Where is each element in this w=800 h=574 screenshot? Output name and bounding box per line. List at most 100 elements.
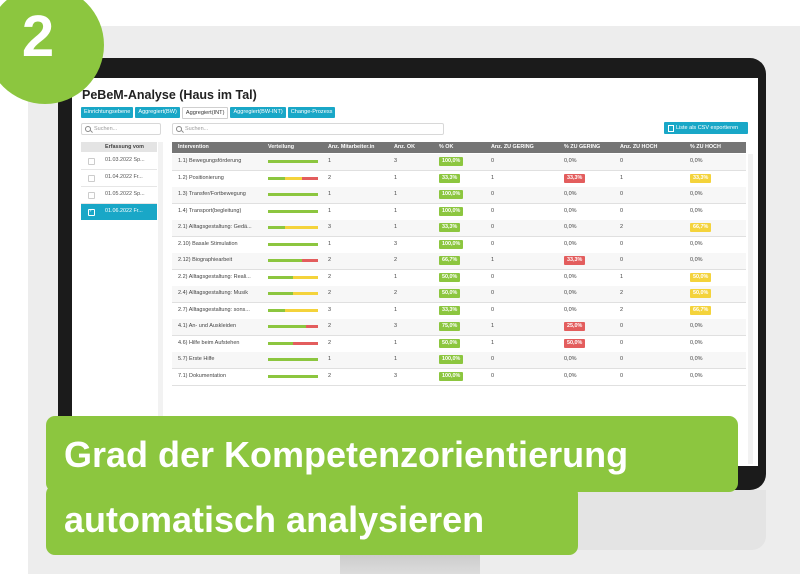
table-row[interactable]: 2.1) Alltagsgestaltung: Gedä... 3 1 33,3% 0 0… — [172, 220, 746, 237]
th-pct-ok[interactable]: % OK — [439, 144, 454, 150]
th-anz-gering[interactable]: Anz. ZU GERING — [491, 144, 534, 150]
tab-aggregiert-bw-int[interactable]: Aggregiert(BW-INT) — [230, 107, 286, 118]
search-icon — [85, 126, 91, 132]
tab-einrichtungsebene[interactable]: Einrichtungsebene — [81, 107, 134, 118]
table-row[interactable]: 7.1) Dokumentation 2 3 100,0% 0 0,0% 0 0,0% — [172, 368, 746, 386]
cell-pct-gering: 0,0% — [564, 224, 577, 230]
left-search-placeholder: Suchen... — [94, 126, 118, 132]
table-row[interactable]: 2.4) Alltagsgestaltung: Musik 2 2 50,0% 0 0,0… — [172, 286, 746, 303]
distribution-segment-ok — [268, 209, 318, 213]
list-item[interactable]: 01.04.2022 Fr... — [81, 170, 157, 187]
distribution-segment-hoch — [293, 275, 318, 279]
th-mitarbeiter[interactable]: Anz. Mitarbeiter.in — [328, 144, 375, 150]
left-panel-header: Erfassung vom — [81, 142, 157, 152]
list-item[interactable]: 01.05.2022 Sp... — [81, 187, 157, 204]
cell-anz-ok: 1 — [394, 273, 398, 280]
cell-pct-hoch: 0,0% — [690, 323, 703, 329]
distribution-bar — [268, 341, 318, 345]
checkbox[interactable] — [88, 192, 95, 199]
cell-mitarbeiter: 2 — [328, 174, 332, 181]
cell-anz-gering: 1 — [491, 257, 495, 263]
pct-ok-badge: 33,3% — [439, 305, 461, 315]
table-row[interactable]: 5.7) Erste Hilfe 1 1 100,0% 0 0,0% 0 0,0% — [172, 352, 746, 369]
th-pct-hoch[interactable]: % ZU HOCH — [690, 144, 721, 150]
headline-line2: automatisch analysieren — [64, 499, 485, 540]
distribution-segment-ok — [268, 160, 318, 163]
cell-pct-gering: 0,0% — [564, 158, 577, 164]
cell-pct-hoch: 0,0% — [690, 372, 703, 379]
cell-anz-ok: 1 — [394, 339, 398, 346]
cell-anz-ok: 1 — [394, 174, 398, 181]
distribution-segment-ok — [268, 374, 318, 378]
pct-ok-badge: 100,0% — [439, 157, 464, 166]
tab-change-prozess[interactable]: Change-Prozess — [287, 107, 336, 118]
table-row[interactable]: 2.2) Alltagsgestaltung: Reali... 2 1 50,0% 0… — [172, 269, 746, 287]
left-panel-scrollbar[interactable] — [158, 142, 163, 466]
checkbox[interactable] — [88, 158, 95, 165]
tab-bar: Einrichtungsebene Aggregiert(BW) Aggregi… — [81, 107, 336, 119]
table-row[interactable]: 2.7) Alltagsgestaltung: sons... 3 1 33,3% 0 0… — [172, 302, 746, 320]
table-row[interactable]: 1.2) Positionierung 2 1 33,3% 1 33,3% 1 33,3% — [172, 170, 746, 188]
cell-anz-ok: 3 — [394, 240, 398, 247]
cell-anz-hoch: 0 — [620, 356, 624, 362]
tab-aggregiert-bw[interactable]: Aggregiert(BW) — [135, 107, 180, 118]
cell-intervention: 1.1) Bewegungsförderung — [178, 158, 242, 164]
cell-anz-ok: 1 — [394, 306, 398, 313]
cell-anz-hoch: 1 — [620, 273, 624, 280]
headline-banner-line1: Grad der Kompetenzorientierung — [46, 416, 738, 492]
checkbox[interactable] — [88, 208, 95, 216]
th-intervention[interactable]: Intervention — [178, 144, 209, 150]
step-number: 2 — [21, 4, 55, 69]
distribution-segment-hoch — [293, 292, 318, 295]
cell-anz-ok: 1 — [394, 224, 398, 230]
list-item[interactable]: 01.03.2022 Sp... — [81, 153, 157, 170]
distribution-segment-hoch — [284, 308, 318, 312]
distribution-bar — [268, 176, 318, 180]
th-verteilung[interactable]: Verteilung — [268, 144, 295, 150]
th-pct-gering[interactable]: % ZU GERING — [564, 144, 601, 150]
table-row[interactable]: 1.1) Bewegungsförderung 1 3 100,0% 0 0,0% 0 0,0… — [172, 154, 746, 171]
list-item[interactable]: 01.06.2022 Fr... — [81, 204, 157, 220]
pct-ok-badge: 33,3% — [439, 223, 461, 232]
distribution-segment-ok — [268, 226, 285, 229]
table-scrollbar[interactable] — [748, 154, 753, 464]
table-search-input[interactable]: Suchen... — [172, 123, 444, 135]
checkbox[interactable] — [88, 175, 95, 182]
cell-anz-ok: 1 — [394, 356, 398, 362]
pct-ok-badge: 66,7% — [439, 256, 461, 265]
distribution-segment-hoch — [284, 176, 302, 180]
table-row[interactable]: 4.1) An- und Auskleiden 2 3 75,0% 1 25,0% 0 0,0… — [172, 319, 746, 336]
cell-pct-gering: 0,0% — [564, 306, 577, 313]
pct-ok-badge: 100,0% — [439, 239, 464, 249]
distribution-segment-ok — [268, 308, 285, 312]
cell-mitarbeiter: 1 — [328, 158, 332, 164]
table-row[interactable]: 1.3) Transfer/Fortbewegung 1 1 100,0% 0 0,0% 0… — [172, 187, 746, 204]
left-search-input[interactable]: Suchen... — [81, 123, 161, 135]
cell-anz-hoch: 2 — [620, 306, 624, 313]
cell-anz-hoch: 0 — [620, 191, 624, 197]
table-row[interactable]: 2.12) Biographiearbeit 2 2 66,7% 1 33,3% 0 0,0% — [172, 253, 746, 270]
distribution-bar — [268, 259, 318, 262]
cell-intervention: 1.4) Transport(begleitung) — [178, 207, 242, 214]
distribution-bar — [268, 374, 318, 378]
cell-mitarbeiter: 1 — [328, 207, 332, 214]
tab-aggregiert-int[interactable]: Aggregiert(INT) — [181, 107, 229, 119]
export-csv-button[interactable]: Liste als CSV exportieren — [664, 122, 748, 134]
left-panel-header-label: Erfassung vom — [105, 144, 144, 150]
cell-anz-hoch: 0 — [620, 339, 624, 346]
table-row[interactable]: 2.10) Basale Stimulation 1 3 100,0% 0 0,0% 0 0,… — [172, 236, 746, 254]
cell-anz-ok: 3 — [394, 323, 398, 329]
pct-ok-badge: 75,0% — [439, 322, 461, 331]
th-anz-hoch[interactable]: Anz. ZU HOCH — [620, 144, 658, 150]
pct-gering-badge: 25,0% — [564, 322, 586, 331]
distribution-segment-gering — [293, 341, 318, 345]
th-anz-ok[interactable]: Anz. OK — [394, 144, 415, 150]
cell-anz-hoch: 0 — [620, 257, 624, 263]
cell-anz-hoch: 2 — [620, 290, 624, 296]
cell-pct-gering: 0,0% — [564, 356, 577, 362]
cell-pct-hoch: 0,0% — [690, 240, 703, 247]
headline-banner-line2: automatisch analysieren — [46, 485, 578, 555]
table-row[interactable]: 4.6) Hilfe beim Aufstehen 2 1 50,0% 1 50,0% 0 0… — [172, 335, 746, 353]
table-row[interactable]: 1.4) Transport(begleitung) 1 1 100,0% 0 0,0% 0… — [172, 203, 746, 221]
cell-anz-gering: 0 — [491, 273, 495, 280]
